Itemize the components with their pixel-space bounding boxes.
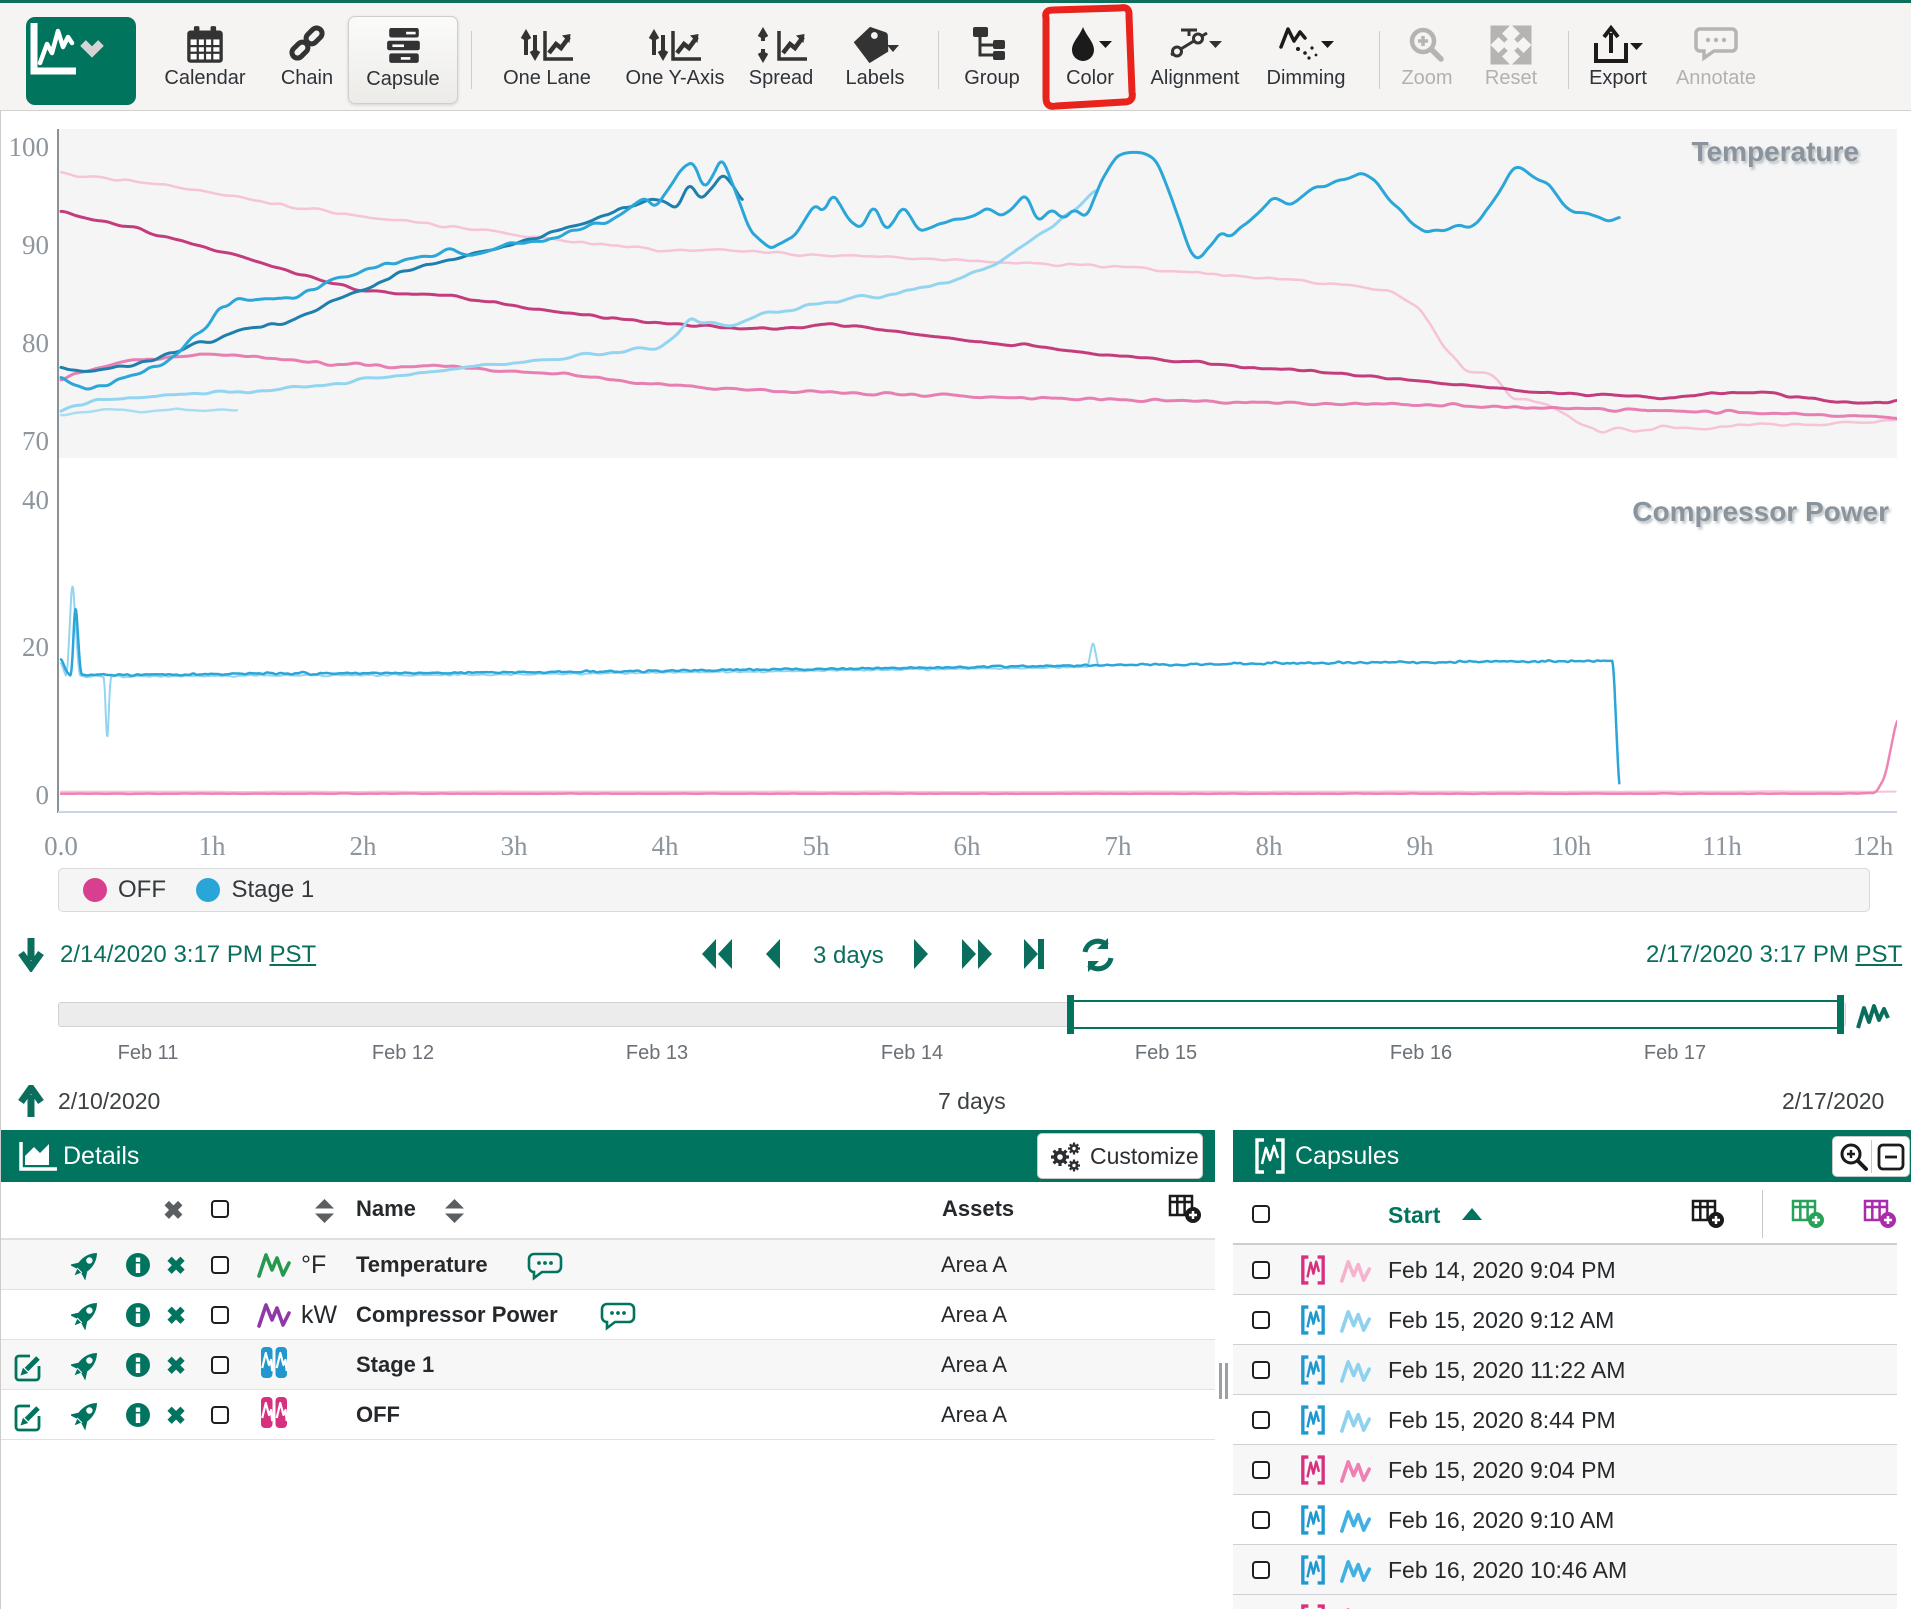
svg-text:40: 40	[22, 485, 49, 515]
svg-text:100: 100	[9, 132, 50, 162]
svg-text:9h: 9h	[1407, 831, 1435, 861]
svg-text:3h: 3h	[501, 831, 529, 861]
svg-text:Temperature: Temperature	[1691, 136, 1859, 167]
svg-text:5h: 5h	[803, 831, 831, 861]
svg-text:0.0: 0.0	[44, 831, 78, 861]
svg-text:20: 20	[22, 632, 49, 662]
svg-text:4h: 4h	[652, 831, 680, 861]
svg-text:70: 70	[22, 426, 49, 456]
svg-text:3 days: 3 days	[813, 942, 884, 969]
svg-text:0: 0	[36, 780, 50, 810]
svg-text:90: 90	[22, 230, 49, 260]
svg-text:11h: 11h	[1702, 831, 1742, 861]
svg-text:2h: 2h	[350, 831, 378, 861]
svg-text:7h: 7h	[1105, 831, 1133, 861]
svg-text:1h: 1h	[199, 831, 227, 861]
svg-text:10h: 10h	[1551, 831, 1592, 861]
svg-text:Compressor Power: Compressor Power	[1632, 496, 1889, 527]
svg-text:6h: 6h	[954, 831, 982, 861]
svg-text:12h: 12h	[1853, 831, 1894, 861]
svg-text:8h: 8h	[1256, 831, 1284, 861]
svg-text:80: 80	[22, 328, 49, 358]
